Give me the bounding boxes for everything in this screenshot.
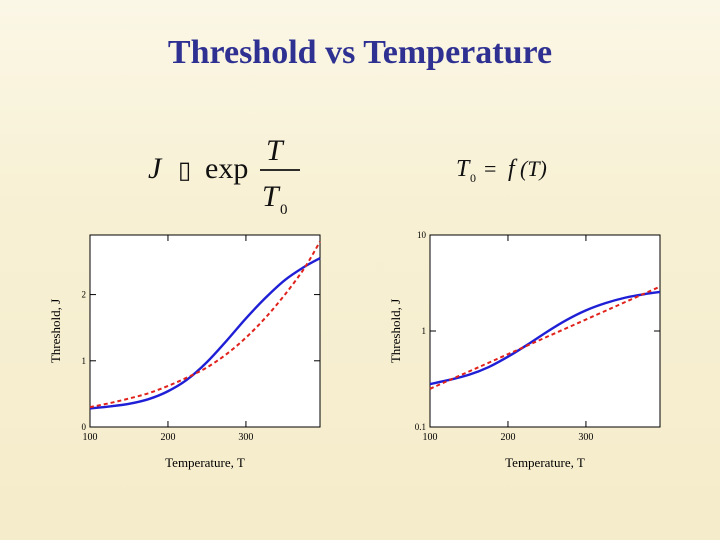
- formula-symbol: ▯: [178, 158, 191, 184]
- fit-curve-dashed: [429, 285, 661, 390]
- plot-frame: [429, 234, 661, 428]
- x-tick-label: 100: [423, 432, 438, 443]
- x-tick-label: 200: [500, 432, 515, 443]
- formula-func: exp: [205, 152, 248, 185]
- y-axis-label: Threshold, J: [48, 299, 63, 363]
- formula-t0-lhs: T: [456, 156, 471, 182]
- chart-log: 100 200 300 0.1 1 10 Temperature, T Threshold, …: [388, 230, 661, 470]
- x-tick-label: 100: [83, 432, 98, 443]
- formula-arg: (T): [520, 156, 547, 181]
- model-curve-solid: [89, 257, 321, 410]
- model-curve-solid: [429, 290, 661, 386]
- y-tick-label: 0.1: [415, 422, 426, 432]
- formula-denominator-sub: 0: [280, 202, 288, 218]
- formula-lhs: J: [148, 152, 163, 185]
- formula-exponential: J ▯ exp T T 0: [148, 134, 300, 218]
- chart-linear: 100 200 300 0 1 2 Temperature, T Threshold, J: [48, 234, 321, 470]
- x-axis-label: Temperature, T: [505, 455, 585, 470]
- formula-t0: T 0 = f (T): [456, 156, 547, 185]
- x-tick-label: 200: [160, 432, 175, 443]
- plot-frame: [89, 234, 321, 428]
- x-tick-label: 300: [578, 432, 593, 443]
- y-tick-label: 0: [82, 422, 87, 432]
- x-axis-label: Temperature, T: [165, 455, 245, 470]
- slide-title: Threshold vs Temperature: [167, 34, 553, 71]
- y-tick-label: 1: [82, 356, 87, 366]
- formula-f: f: [508, 156, 518, 182]
- y-tick-label: 10: [417, 230, 427, 240]
- fit-curve-dashed: [89, 241, 321, 409]
- x-tick-label: 300: [238, 432, 253, 443]
- formula-numerator: T: [266, 134, 285, 167]
- formula-t0-sub: 0: [470, 171, 476, 185]
- y-tick-label: 2: [82, 290, 87, 300]
- formula-denominator: T: [262, 180, 281, 213]
- y-axis-label: Threshold, J: [388, 299, 403, 363]
- y-tick-label: 1: [422, 326, 427, 336]
- formula-equals: =: [484, 156, 496, 181]
